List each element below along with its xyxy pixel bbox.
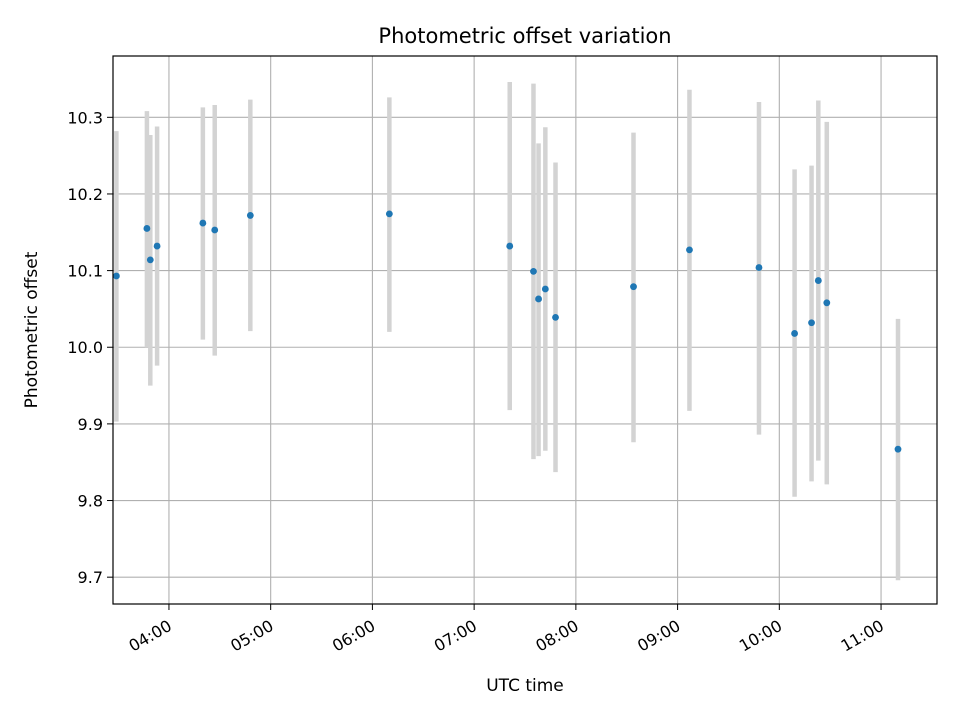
y-tick-label: 9.7 [78,568,103,587]
data-point [541,285,549,293]
data-point [808,319,815,327]
y-tick-label: 9.9 [78,415,103,434]
y-tick-label: 10.3 [67,108,103,127]
data-point [199,219,207,227]
grid [113,56,937,604]
data-point [146,256,154,264]
y-axis-ticks: 9.7 9.8 9.9 10.0 10.1 10.2 10.3 [67,108,113,587]
data-point [894,445,902,453]
y-tick-label: 10.2 [67,185,103,204]
data-point [686,246,693,254]
data-point [755,264,763,271]
y-tick-label: 10.1 [67,262,103,281]
data-point [112,272,120,280]
y-axis-label: Photometric offset [22,251,42,408]
data-point [246,212,254,219]
data-point [506,242,514,250]
data-point [791,330,798,337]
y-tick-label: 9.8 [78,492,103,511]
plot-frame [112,55,938,605]
data-point [814,277,822,284]
data-point [630,283,637,291]
data-point [823,299,831,307]
y-tick-label: 10.0 [67,338,103,357]
data-point [143,225,151,232]
data-point [535,295,542,303]
x-axis-label: UTC time [486,676,564,696]
chart-title: Photometric offset variation [378,24,671,48]
data-point [153,242,161,250]
data-point [385,210,393,218]
data-point [552,313,559,321]
data-point [530,267,537,275]
data-point [211,226,219,234]
data-points [112,210,902,453]
